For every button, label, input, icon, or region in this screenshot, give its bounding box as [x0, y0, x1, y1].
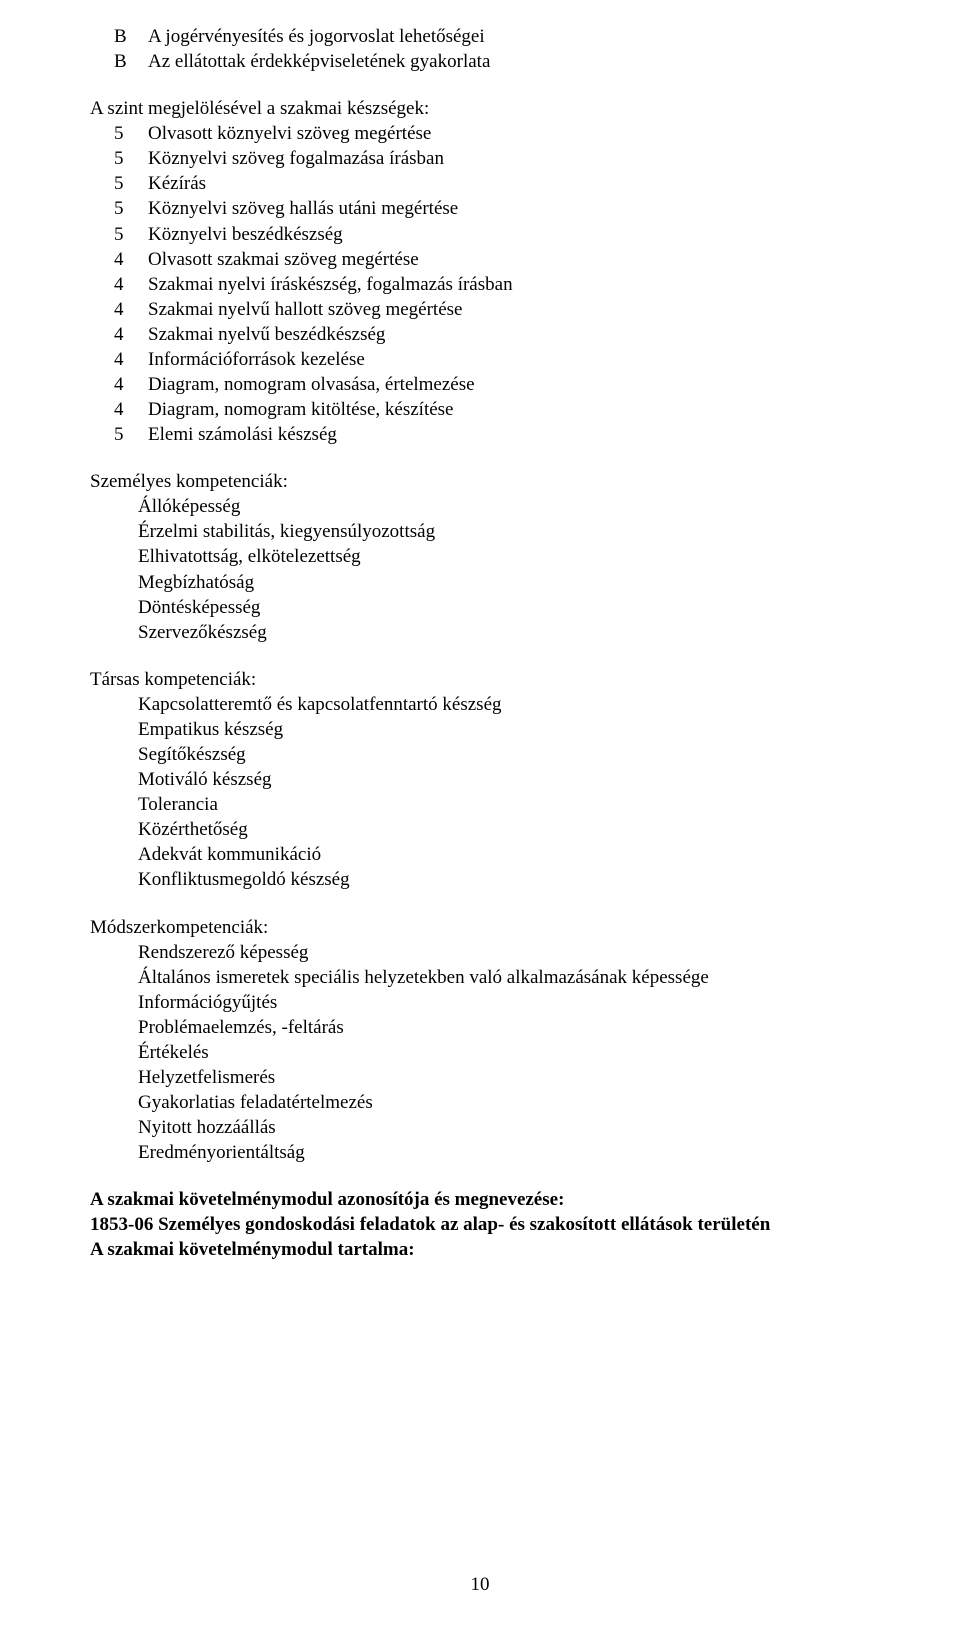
list-item: BA jogérvényesítés és jogorvoslat lehető…: [90, 24, 870, 49]
list-item: Eredményorientáltság: [138, 1140, 870, 1165]
list-item-text: Köznyelvi szöveg fogalmazása írásban: [148, 146, 870, 171]
skills-prefix-list: 5Olvasott köznyelvi szöveg megértése5Köz…: [90, 121, 870, 447]
list-item-prefix: 4: [114, 297, 148, 322]
list-item: Állóképesség: [138, 494, 870, 519]
list-item-prefix: 4: [114, 322, 148, 347]
list-item: Gyakorlatias feladatértelmezés: [138, 1090, 870, 1115]
list-item: 5Köznyelvi szöveg fogalmazása írásban: [90, 146, 870, 171]
list-item: Megbízhatóság: [138, 570, 870, 595]
list-item: Információgyűjtés: [138, 990, 870, 1015]
method-group: Módszerkompetenciák: Rendszerező képessé…: [90, 915, 870, 1166]
list-item: 4Szakmai nyelvi íráskészség, fogalmazás …: [90, 272, 870, 297]
personal-group: Személyes kompetenciák: ÁllóképességÉrze…: [90, 469, 870, 645]
list-item-prefix: 4: [114, 272, 148, 297]
list-item: 4Szakmai nyelvű hallott szöveg megértése: [90, 297, 870, 322]
list-item-prefix: 4: [114, 397, 148, 422]
list-item-text: A jogérvényesítés és jogorvoslat lehetős…: [148, 24, 870, 49]
list-item: Elhivatottság, elkötelezettség: [138, 544, 870, 569]
list-item: 5Köznyelvi beszédkészség: [90, 222, 870, 247]
list-item-text: Elemi számolási készség: [148, 422, 870, 447]
list-item: Helyzetfelismerés: [138, 1065, 870, 1090]
list-item: Segítőkészség: [138, 742, 870, 767]
list-item-text: Olvasott köznyelvi szöveg megértése: [148, 121, 870, 146]
page-number: 10: [0, 1574, 960, 1596]
list-item: 4Olvasott szakmai szöveg megértése: [90, 247, 870, 272]
list-item: 4Információforrások kezelése: [90, 347, 870, 372]
list-item-prefix: 5: [114, 422, 148, 447]
list-item: 4Diagram, nomogram olvasása, értelmezése: [90, 372, 870, 397]
list-item-prefix: 5: [114, 121, 148, 146]
list-item: 5Köznyelvi szöveg hallás utáni megértése: [90, 196, 870, 221]
social-title: Társas kompetenciák:: [90, 667, 870, 692]
list-item: Adekvát kommunikáció: [138, 842, 870, 867]
skills-group: A szint megjelölésével a szakmai készség…: [90, 96, 870, 447]
footer-block: A szakmai követelménymodul azonosítója é…: [90, 1187, 870, 1262]
list-item: Tolerancia: [138, 792, 870, 817]
list-item-text: Diagram, nomogram kitöltése, készítése: [148, 397, 870, 422]
method-list: Rendszerező képességÁltalános ismeretek …: [138, 940, 870, 1166]
list-item-text: Olvasott szakmai szöveg megértése: [148, 247, 870, 272]
list-item-prefix: 5: [114, 171, 148, 196]
list-item-text: Szakmai nyelvi íráskészség, fogalmazás í…: [148, 272, 870, 297]
list-item: 5Kézírás: [90, 171, 870, 196]
list-item: Érzelmi stabilitás, kiegyensúlyozottság: [138, 519, 870, 544]
list-item: Konfliktusmegoldó készség: [138, 867, 870, 892]
list-item-prefix: 5: [114, 196, 148, 221]
list-item-prefix: 4: [114, 247, 148, 272]
list-item-prefix: 4: [114, 372, 148, 397]
footer-line-1: A szakmai követelménymodul azonosítója é…: [90, 1187, 870, 1212]
list-item: 4Diagram, nomogram kitöltése, készítése: [90, 397, 870, 422]
list-item-text: Diagram, nomogram olvasása, értelmezése: [148, 372, 870, 397]
list-item: Problémaelemzés, -feltárás: [138, 1015, 870, 1040]
list-item-text: Szakmai nyelvű beszédkészség: [148, 322, 870, 347]
list-item-text: Köznyelvi beszédkészség: [148, 222, 870, 247]
list-item: 5Olvasott köznyelvi szöveg megértése: [90, 121, 870, 146]
list-item: Motiváló készség: [138, 767, 870, 792]
list-item-text: Az ellátottak érdekképviseletének gyakor…: [148, 49, 870, 74]
skills-lead: A szint megjelölésével a szakmai készség…: [90, 96, 870, 121]
list-item-text: Köznyelvi szöveg hallás utáni megértése: [148, 196, 870, 221]
list-item: Nyitott hozzáállás: [138, 1115, 870, 1140]
top-prefix-list: BA jogérvényesítés és jogorvoslat lehető…: [90, 24, 870, 74]
personal-list: ÁllóképességÉrzelmi stabilitás, kiegyens…: [138, 494, 870, 644]
list-item: BAz ellátottak érdekképviseletének gyako…: [90, 49, 870, 74]
list-item: Értékelés: [138, 1040, 870, 1065]
footer-line-3: A szakmai követelménymodul tartalma:: [90, 1237, 870, 1262]
list-item-prefix: 5: [114, 222, 148, 247]
list-item: Közérthetőség: [138, 817, 870, 842]
list-item: 5Elemi számolási készség: [90, 422, 870, 447]
list-item-prefix: B: [114, 49, 148, 74]
list-item-text: Információforrások kezelése: [148, 347, 870, 372]
list-item-prefix: B: [114, 24, 148, 49]
list-item: Szervezőkészség: [138, 620, 870, 645]
list-item-text: Szakmai nyelvű hallott szöveg megértése: [148, 297, 870, 322]
social-list: Kapcsolatteremtő és kapcsolatfenntartó k…: [138, 692, 870, 893]
social-group: Társas kompetenciák: Kapcsolatteremtő és…: [90, 667, 870, 893]
list-item: Általános ismeretek speciális helyzetekb…: [138, 965, 870, 990]
footer-line-2: 1853-06 Személyes gondoskodási feladatok…: [90, 1212, 870, 1237]
list-item-text: Kézírás: [148, 171, 870, 196]
list-item-prefix: 4: [114, 347, 148, 372]
list-item: Empatikus készség: [138, 717, 870, 742]
list-item: Döntésképesség: [138, 595, 870, 620]
personal-title: Személyes kompetenciák:: [90, 469, 870, 494]
list-item: 4Szakmai nyelvű beszédkészség: [90, 322, 870, 347]
list-item: Kapcsolatteremtő és kapcsolatfenntartó k…: [138, 692, 870, 717]
list-item: Rendszerező képesség: [138, 940, 870, 965]
method-title: Módszerkompetenciák:: [90, 915, 870, 940]
list-item-prefix: 5: [114, 146, 148, 171]
page: BA jogérvényesítés és jogorvoslat lehető…: [0, 0, 960, 1626]
